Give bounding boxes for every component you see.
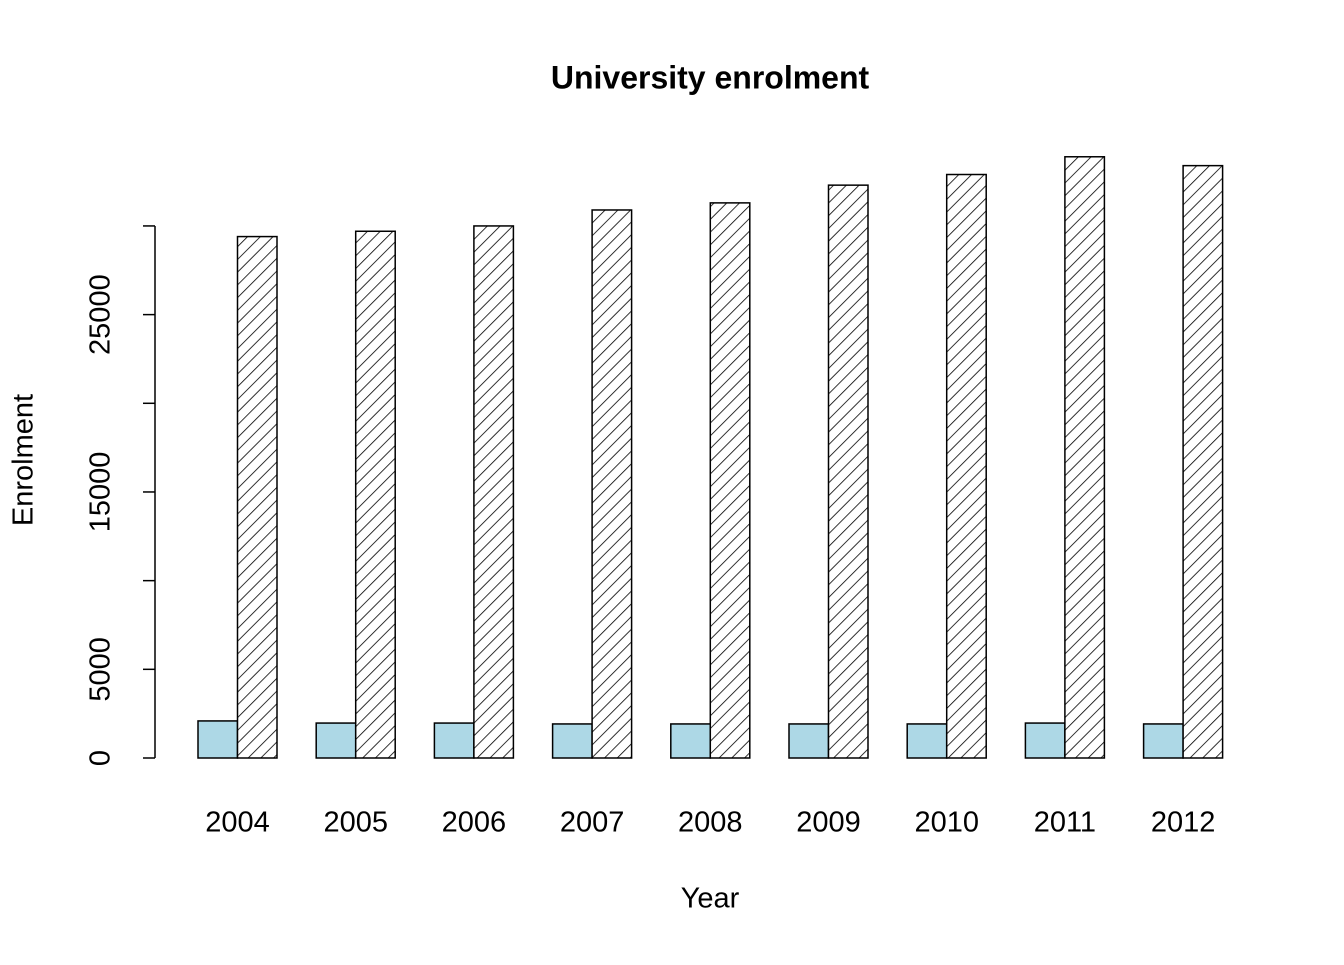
x-tick-label: 2005 (323, 807, 388, 839)
bar (906, 723, 948, 759)
y-tick-label: 25000 (85, 274, 117, 355)
x-tick-label: 2012 (1151, 807, 1216, 839)
x-tick-label: 2008 (678, 807, 743, 839)
bar (1182, 164, 1224, 759)
bar (591, 209, 633, 759)
x-axis-label: Year (681, 883, 740, 915)
bar (473, 225, 515, 759)
bar (827, 184, 869, 759)
bar (197, 720, 239, 759)
bar (433, 722, 475, 759)
y-tick-label: 0 (85, 750, 117, 766)
bar (354, 230, 396, 759)
bar (709, 202, 751, 759)
bar (1142, 723, 1184, 759)
chart-title: University enrolment (551, 59, 870, 95)
bar (315, 722, 357, 759)
y-tick-label: 15000 (85, 452, 117, 533)
bar (1064, 156, 1106, 759)
x-tick-label: 2006 (442, 807, 507, 839)
x-tick-label: 2004 (205, 807, 270, 839)
bar (788, 723, 830, 759)
y-axis-label: Enrolment (8, 394, 40, 526)
bar (551, 723, 593, 759)
x-tick-label: 2011 (1034, 807, 1096, 839)
x-tick-label: 2007 (560, 807, 625, 839)
x-tick-label: 2010 (914, 807, 979, 839)
y-tick-label: 5000 (85, 637, 117, 702)
bar (236, 235, 278, 759)
bar (670, 723, 712, 759)
bar (1024, 722, 1066, 759)
bar (945, 173, 987, 759)
x-tick-label: 2009 (796, 807, 861, 839)
